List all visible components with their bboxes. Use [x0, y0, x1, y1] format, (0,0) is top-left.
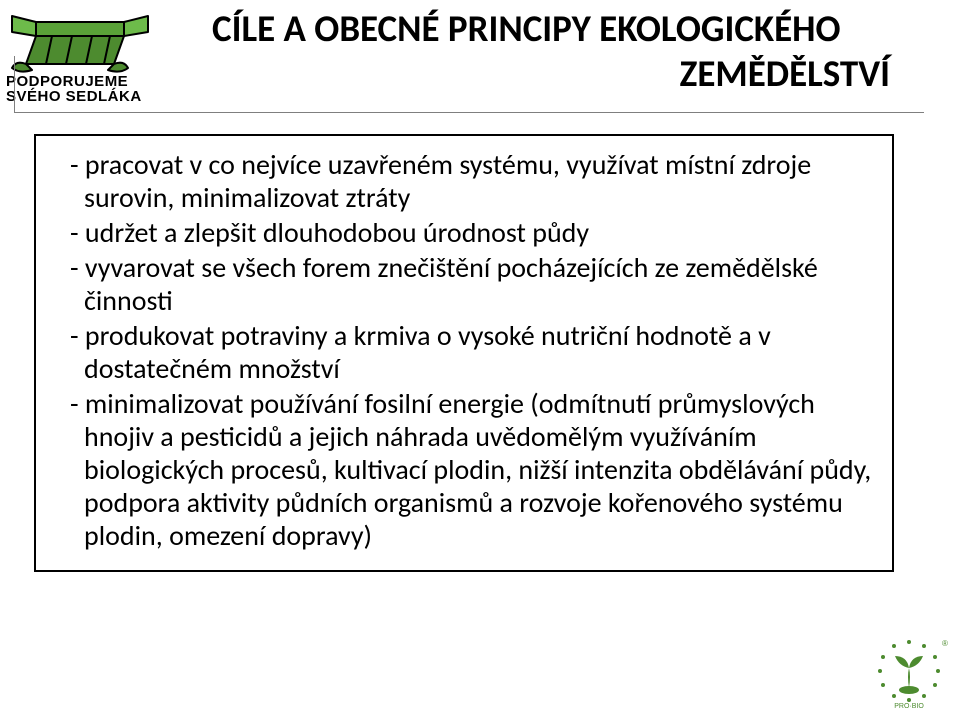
divider-horizontal — [14, 112, 924, 113]
bullet-item: - udržet a zlepšit dlouhodobou úrodnost … — [54, 216, 874, 249]
bullet-item: - pracovat v co nejvíce uzavřeném systém… — [54, 148, 874, 214]
slide-title: CÍLE A OBECNÉ PRINCIPY EKOLOGICKÉHO ZEMĚ… — [178, 6, 928, 96]
bullet-item: - produkovat potraviny a krmiva o vysoké… — [54, 319, 874, 385]
box-icon — [6, 14, 156, 74]
title-line2: ZEMĚDĚLSTVÍ — [178, 51, 928, 96]
logo-probio: PRO·BIO ® — [870, 632, 948, 710]
content-box: - pracovat v co nejvíce uzavřeném systém… — [34, 134, 894, 572]
logo-line2: SVÉHO SEDLÁKA — [6, 89, 166, 105]
sprout-icon: PRO·BIO ® — [870, 632, 948, 710]
title-block: CÍLE A OBECNÉ PRINCIPY EKOLOGICKÉHO ZEMĚ… — [178, 6, 928, 96]
divider-stub — [14, 56, 15, 112]
bullet-item: - minimalizovat používání fosilní energi… — [54, 387, 874, 552]
title-line1: CÍLE A OBECNÉ PRINCIPY EKOLOGICKÉHO — [178, 6, 928, 51]
divider-line — [14, 112, 924, 130]
slide: PODPORUJEME SVÉHO SEDLÁKA CÍLE A OBECNÉ … — [0, 0, 960, 720]
registered-mark: ® — [942, 639, 948, 648]
logo-probio-text: PRO·BIO — [894, 703, 924, 710]
logo-podporujeme: PODPORUJEME SVÉHO SEDLÁKA — [6, 14, 166, 105]
bullet-item: - vyvarovat se všech forem znečištění po… — [54, 251, 874, 317]
